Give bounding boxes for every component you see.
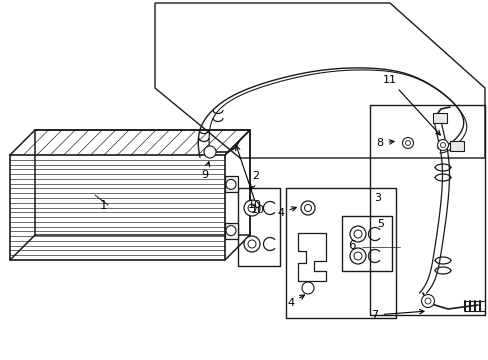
Circle shape [225, 226, 236, 235]
Circle shape [353, 230, 361, 238]
Text: 10: 10 [247, 200, 262, 210]
Text: 10: 10 [235, 146, 264, 215]
Bar [224, 222, 238, 239]
Circle shape [349, 248, 365, 264]
Text: 3: 3 [373, 193, 380, 203]
Circle shape [247, 204, 256, 212]
Circle shape [302, 282, 313, 294]
Circle shape [421, 294, 434, 307]
Text: 7: 7 [371, 310, 423, 320]
Circle shape [402, 138, 413, 149]
Circle shape [353, 252, 361, 260]
Circle shape [440, 143, 445, 148]
Circle shape [405, 140, 409, 145]
Text: 4: 4 [277, 207, 296, 218]
Circle shape [301, 201, 314, 215]
Circle shape [247, 240, 256, 248]
Text: 5: 5 [376, 219, 383, 229]
Text: 6: 6 [347, 239, 355, 252]
Text: 9: 9 [201, 162, 209, 180]
Text: 11: 11 [382, 75, 439, 135]
Circle shape [437, 140, 447, 150]
Text: 1: 1 [100, 198, 107, 212]
Text: 4: 4 [287, 295, 304, 308]
Circle shape [203, 146, 216, 158]
Circle shape [225, 179, 236, 189]
Circle shape [244, 200, 260, 216]
Circle shape [349, 226, 365, 242]
Bar [432, 113, 446, 123]
Bar [449, 141, 463, 151]
Text: 8: 8 [376, 138, 393, 148]
Bar [224, 176, 238, 192]
Circle shape [424, 298, 430, 304]
Circle shape [244, 236, 260, 252]
Text: 2: 2 [250, 171, 259, 189]
Circle shape [304, 204, 311, 212]
